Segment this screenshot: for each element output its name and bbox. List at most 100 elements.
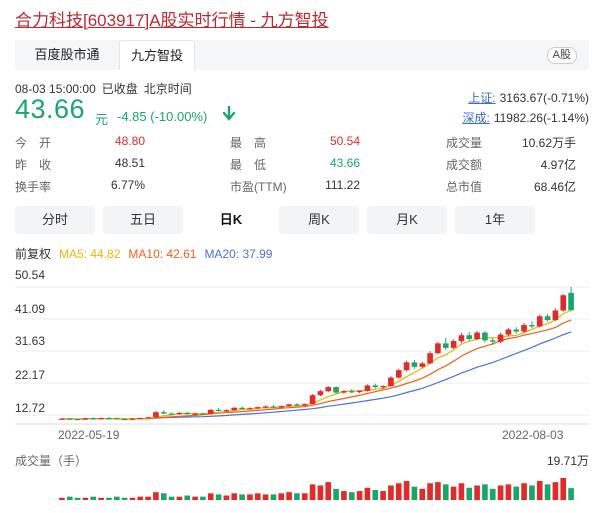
stat-value: 6.77% [110,178,145,192]
period-tab[interactable]: 周K [279,206,359,234]
candle-body [529,325,535,327]
index-shanghai-value: 3163.67(-0.71%) [499,91,589,105]
volume-bar [270,494,277,500]
stat-item: 今 开 48.80 [15,134,145,150]
volume-bar [215,494,222,500]
volume-bar [254,493,261,500]
index-shenzhen-name[interactable]: 深成: [462,111,490,125]
period-tabs: 分时 五日 日K 周K 月K 1年 [15,206,589,234]
volume-bar [458,483,465,500]
volume-bar [153,492,159,500]
volume-bar [301,493,308,500]
stat-item: 市盈(TTM) 111.22 [230,178,360,194]
candle-body [247,408,253,410]
volume-bar [286,492,292,500]
x-tick-label: 2022-08-03 [502,428,564,442]
candle-body [513,329,520,332]
volume-max-label: 19.71万 [546,454,589,468]
volume-bar [372,489,379,500]
candle-body [160,412,167,414]
candle-body [450,341,457,348]
title-main[interactable]: A股实时行情 - 九方智投 [149,11,329,30]
stat-value: 43.66 [329,156,360,170]
volume-bar [482,484,488,500]
stat-item: 换手率 6.77% [15,178,145,194]
period-tab[interactable]: 1年 [455,206,535,234]
candle-body [568,292,574,311]
volume-bar [536,481,543,500]
candle-body [286,404,292,407]
candle-body [168,413,175,415]
candle-body [317,391,324,396]
candle-body [231,407,238,411]
volume-bar [121,497,128,500]
title-stock-name[interactable]: 合力科技 [15,11,83,30]
price-unit: 元 [95,112,109,127]
tab-jiufang[interactable]: 九方智投 [119,40,195,70]
volume-bar [98,497,104,500]
tab-baidu-stock[interactable]: 百度股市通 [34,47,100,62]
current-price: 43.66 [15,94,86,124]
candle-body [106,417,112,420]
period-tab[interactable]: 月K [367,206,447,234]
volume-bar [106,497,112,500]
candle-body [427,353,433,364]
market-badge[interactable]: A股 [546,47,577,64]
period-tab[interactable]: 日K [191,206,271,234]
volume-bar [160,493,167,500]
ma20-label: MA20: 37.99 [204,247,273,261]
page-title[interactable]: 合力科技[603917]A股实时行情 - 九方智投 [15,6,329,31]
volume-bar [184,495,191,500]
volume-bar [568,488,574,500]
stat-label: 最 高 [230,136,267,150]
source-tabs: 百度股市通 九方智投 A股 [15,40,589,70]
candle-body [98,417,104,420]
quote-time: 08-03 15:00:00 已收盘 北京时间 [15,80,198,97]
volume-bar [176,496,183,500]
volume-bar [231,493,238,500]
stat-value: 4.97亿 [540,158,576,172]
index-shenzhen-value: 11982.26(-1.14%) [493,111,589,125]
x-tick-label: 2022-05-19 [58,428,120,442]
volume-bar [113,496,120,500]
volume-bar [497,485,504,500]
stat-value: 10.62万手 [521,136,576,150]
ma10-line [61,319,572,420]
fq-label[interactable]: 前复权 [15,247,52,261]
candle-body [458,335,465,342]
volume-bar [223,495,230,500]
volume-bar [505,484,512,500]
candle-body [544,316,551,321]
volume-bar [544,484,551,500]
title-stock-code[interactable]: [603917] [83,11,150,30]
y-tick-label: 41.09 [15,302,46,316]
volume-bar [364,487,371,500]
period-tab[interactable]: 分时 [15,206,95,234]
candle-body [239,407,245,409]
candle-body [474,332,480,339]
index-shanghai[interactable]: 上证: 3163.67(-0.71%) [468,89,589,106]
volume-bar [200,496,206,500]
volume-bar [192,496,198,500]
candle-body [505,329,512,335]
candle-body [82,418,89,420]
y-tick-label: 50.54 [15,268,46,282]
stat-value: 111.22 [325,178,360,192]
period-tab[interactable]: 五日 [103,206,183,234]
stat-item: 昨 收 48.51 [15,156,145,172]
ma10-label: MA10: 42.61 [128,247,197,261]
candle-body [552,310,559,321]
index-shanghai-name[interactable]: 上证: [468,91,496,105]
candle-body [184,412,191,415]
candle-body [207,409,214,414]
index-shenzhen[interactable]: 深成: 11982.26(-1.14%) [462,109,589,126]
volume-bar [521,483,527,500]
volume-bar [66,496,73,500]
candle-body [74,418,81,421]
volume-bar [474,485,480,500]
candle-body [560,295,567,311]
candle-body [435,343,441,354]
candle-body [309,395,316,405]
candle-body [411,362,418,367]
